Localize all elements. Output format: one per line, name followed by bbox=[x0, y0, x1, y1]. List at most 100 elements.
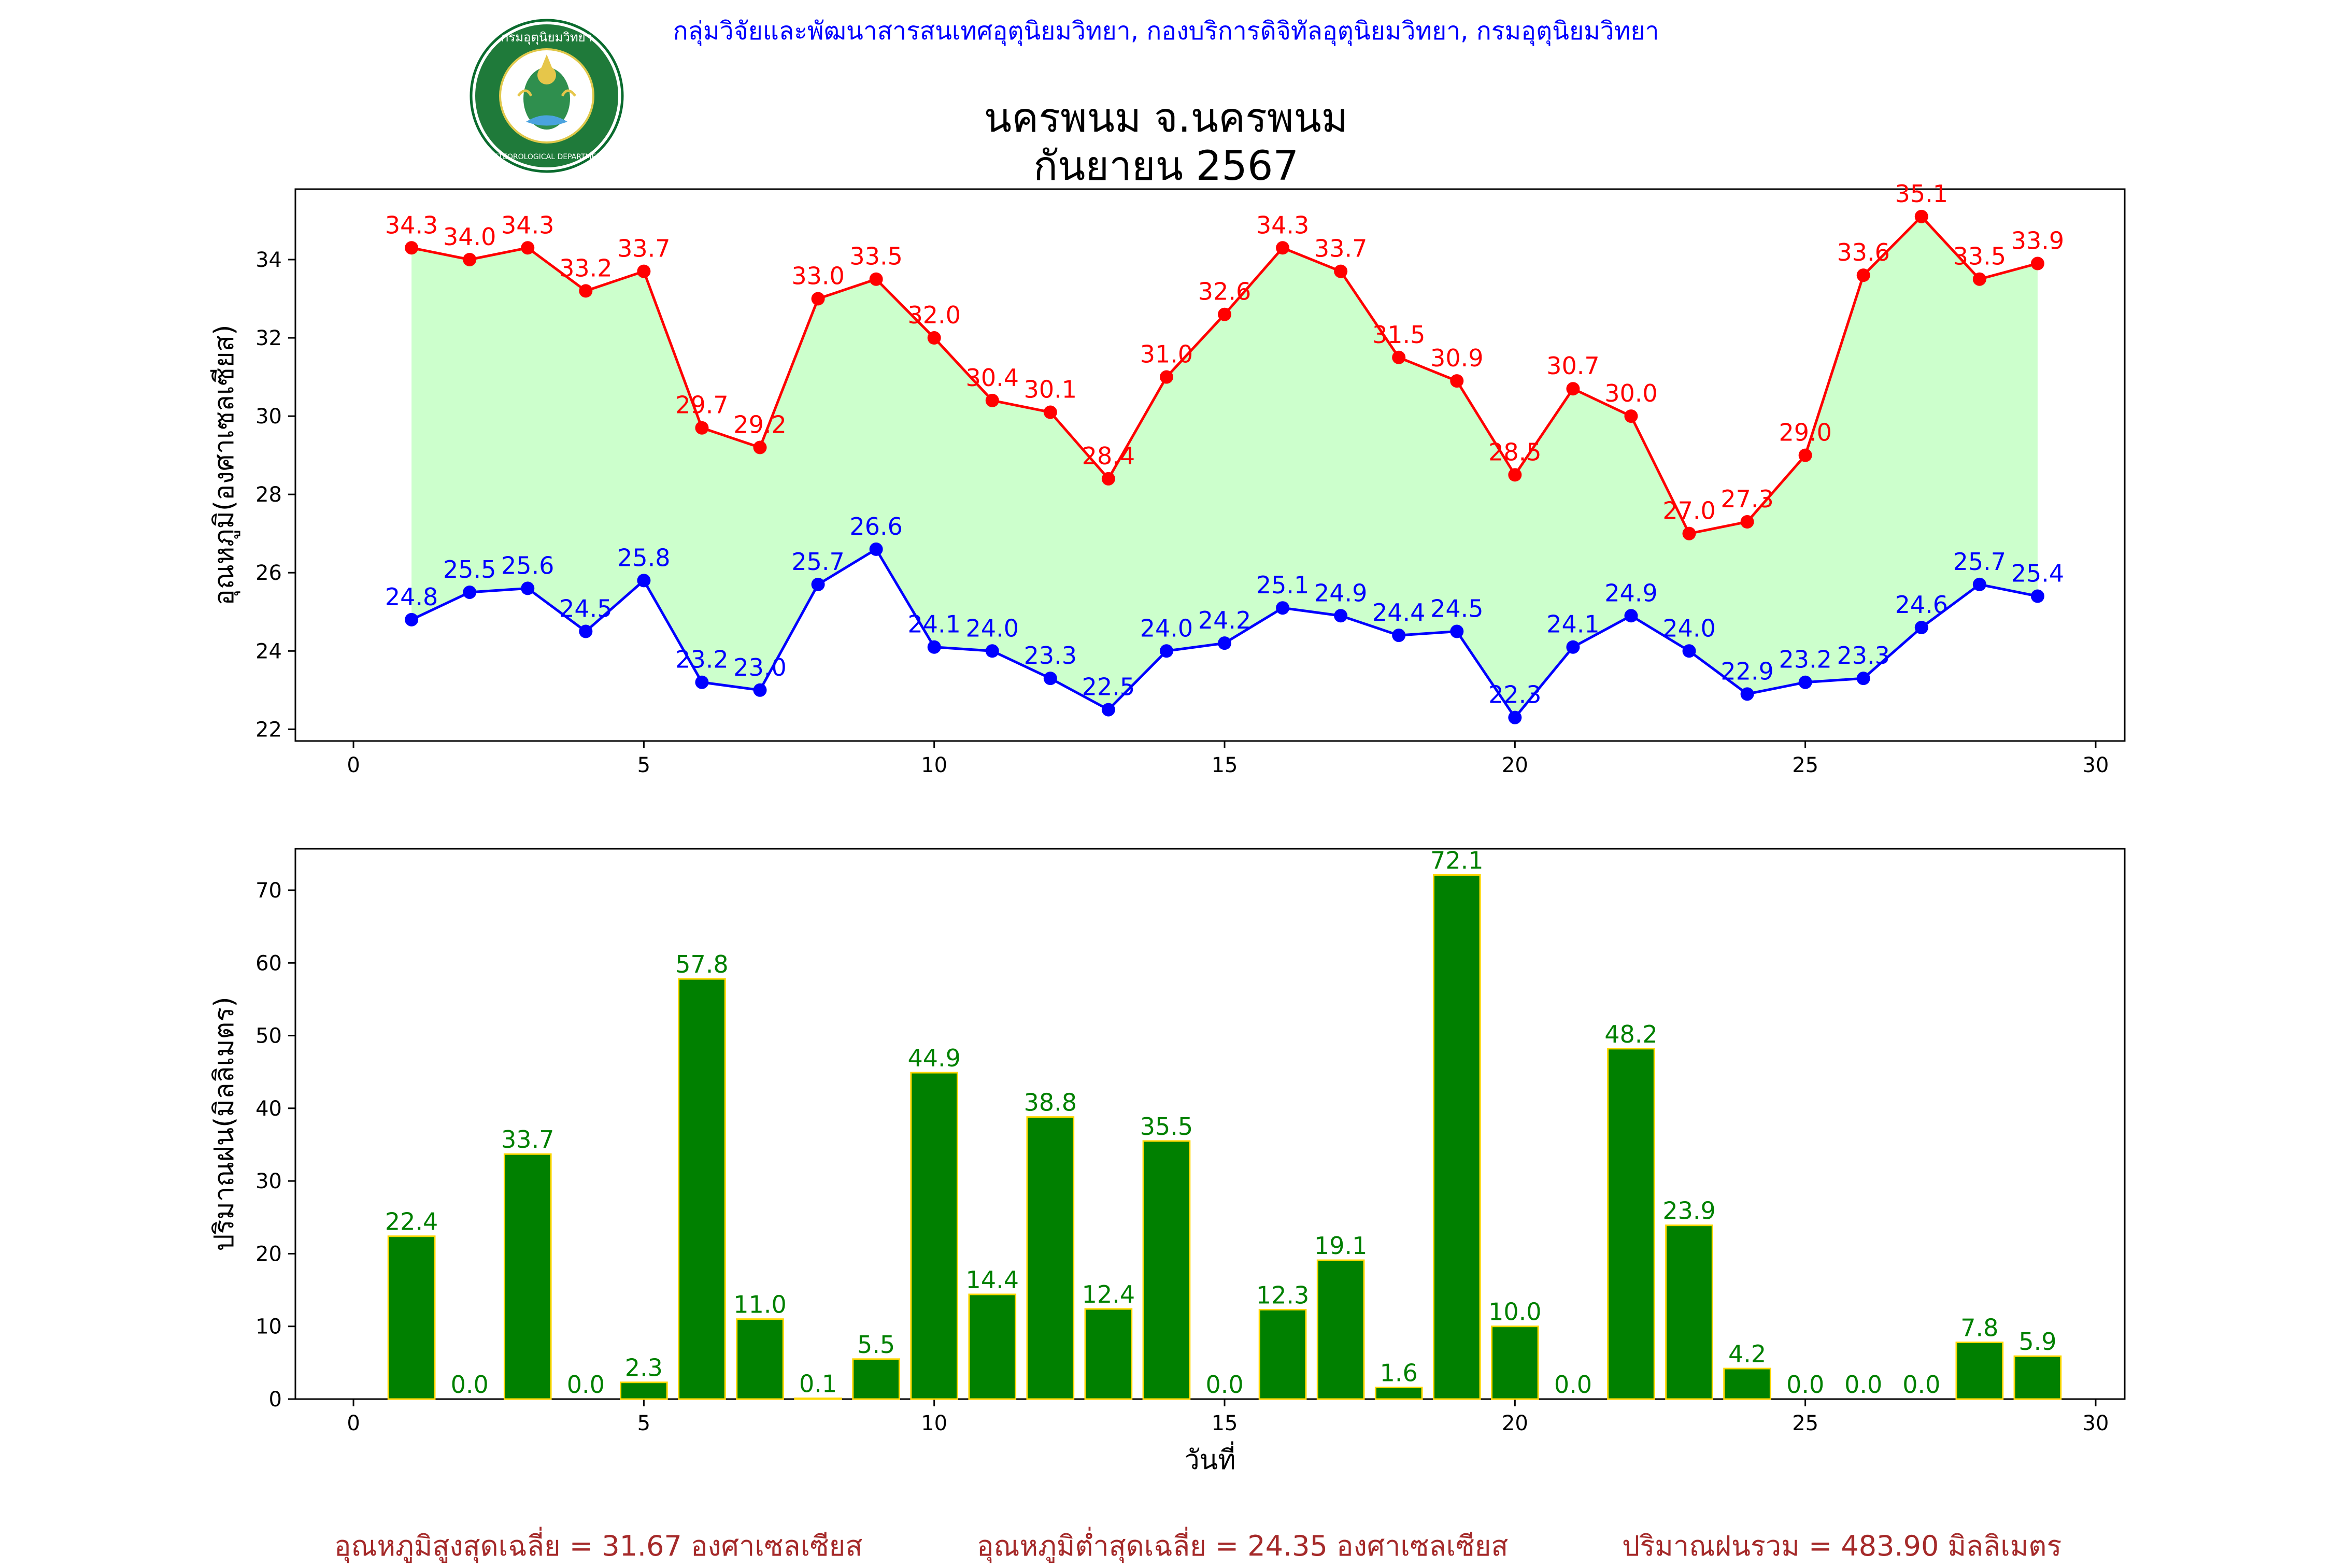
max-temp-point bbox=[1159, 370, 1173, 384]
rain-bar-label: 35.5 bbox=[1140, 1113, 1193, 1141]
min-temp-label: 24.1 bbox=[907, 610, 960, 638]
min-temp-label: 22.5 bbox=[1082, 673, 1135, 701]
rain-y-tick-label: 60 bbox=[255, 951, 282, 975]
rain-bar-label: 7.8 bbox=[1960, 1314, 1998, 1342]
min-temp-point bbox=[985, 644, 999, 658]
rain-bar-label: 4.2 bbox=[1728, 1340, 1766, 1368]
min-temp-label: 26.6 bbox=[849, 512, 902, 540]
rain-x-tick-label: 25 bbox=[1792, 1412, 1818, 1435]
min-temp-label: 23.0 bbox=[733, 653, 786, 681]
max-temp-point bbox=[1624, 409, 1638, 423]
min-temp-point bbox=[1508, 710, 1522, 724]
min-temp-label: 24.2 bbox=[1198, 606, 1251, 634]
rain-x-tick-label: 20 bbox=[1502, 1412, 1528, 1435]
min-temp-label: 23.2 bbox=[675, 646, 728, 674]
max-temp-point bbox=[1392, 350, 1406, 364]
rain-bar-label: 12.4 bbox=[1082, 1280, 1135, 1308]
max-temp-label: 30.0 bbox=[1604, 379, 1657, 407]
min-temp-point bbox=[1101, 703, 1115, 717]
min-temp-point bbox=[405, 612, 419, 626]
min-temp-point bbox=[521, 581, 535, 595]
max-temp-point bbox=[985, 393, 999, 407]
max-temp-point bbox=[1043, 405, 1057, 419]
temp-y-tick-label: 26 bbox=[255, 561, 282, 585]
rain-bar-label: 33.7 bbox=[501, 1125, 554, 1153]
min-temp-label: 24.0 bbox=[1662, 614, 1715, 642]
credit-line: กลุ่มวิจัยและพัฒนาสารสนเทศอุตุนิยมวิทยา,… bbox=[673, 17, 1659, 46]
min-temp-point bbox=[1914, 620, 1928, 634]
rain-x-tick-label: 10 bbox=[921, 1412, 947, 1435]
max-temp-point bbox=[1508, 468, 1522, 482]
min-temp-label: 24.0 bbox=[966, 614, 1019, 642]
min-temp-label: 24.8 bbox=[385, 583, 438, 611]
max-temp-label: 29.7 bbox=[675, 391, 728, 419]
rain-y-tick-label: 50 bbox=[255, 1024, 282, 1048]
min-temp-label: 23.2 bbox=[1779, 646, 1831, 674]
max-temp-point bbox=[1218, 307, 1232, 321]
max-temp-label: 28.4 bbox=[1082, 442, 1135, 470]
max-temp-point bbox=[1856, 268, 1870, 282]
max-temp-label: 33.0 bbox=[791, 262, 844, 290]
min-temp-point bbox=[1798, 675, 1812, 689]
max-temp-point bbox=[1450, 374, 1464, 388]
max-temp-label: 32.6 bbox=[1198, 278, 1251, 306]
rain-bar-label: 0.0 bbox=[1205, 1371, 1243, 1399]
rain-x-tick-label: 0 bbox=[347, 1412, 360, 1435]
avg-max-temperature: อุณหภูมิสูงสุดเฉลี่ย = 31.67 องศาเซลเซีย… bbox=[334, 1530, 863, 1562]
min-temp-label: 23.3 bbox=[1024, 642, 1077, 669]
rain-bar bbox=[1432, 874, 1481, 1400]
max-temp-point bbox=[521, 241, 535, 255]
temp-x-tick-label: 25 bbox=[1792, 753, 1818, 777]
rain-bar-label: 5.9 bbox=[2018, 1328, 2056, 1356]
temp-y-tick-label: 32 bbox=[255, 326, 282, 350]
max-temp-point bbox=[2030, 256, 2044, 270]
temp-y-tick-label: 34 bbox=[255, 248, 282, 272]
max-temp-point bbox=[1334, 264, 1348, 278]
max-temp-point bbox=[869, 272, 883, 286]
rain-bar bbox=[1084, 1308, 1133, 1400]
max-temp-label: 33.5 bbox=[1953, 243, 2006, 270]
max-temp-label: 33.5 bbox=[849, 243, 902, 270]
rain-plot-frame bbox=[294, 848, 2126, 1400]
max-temp-point bbox=[1682, 526, 1696, 540]
min-temp-label: 25.5 bbox=[443, 555, 496, 583]
max-temp-label: 33.7 bbox=[617, 235, 670, 263]
rain-y-axis-label: ปริมาณฝน(มิลลิเมตร) bbox=[209, 996, 240, 1251]
max-temp-point bbox=[695, 421, 709, 435]
rain-bar-label: 1.6 bbox=[1380, 1359, 1418, 1387]
min-temp-point bbox=[1450, 624, 1464, 638]
min-temp-point bbox=[1334, 609, 1348, 623]
max-temp-point bbox=[753, 440, 767, 454]
rain-bar-label: 48.2 bbox=[1604, 1020, 1657, 1048]
rain-bar bbox=[910, 1072, 959, 1400]
temp-y-tick-label: 22 bbox=[255, 718, 282, 742]
max-temp-label: 27.3 bbox=[1720, 485, 1773, 513]
min-temp-label: 24.9 bbox=[1604, 579, 1657, 607]
max-temp-label: 28.5 bbox=[1488, 438, 1541, 466]
rain-bar bbox=[1026, 1116, 1075, 1400]
temp-y-tick-label: 24 bbox=[255, 639, 282, 663]
rain-y-tick-label: 30 bbox=[255, 1170, 282, 1193]
min-temp-point bbox=[1043, 672, 1057, 686]
temp-x-tick-label: 20 bbox=[1502, 753, 1528, 777]
rain-bar bbox=[1723, 1367, 1771, 1400]
min-temp-point bbox=[1972, 577, 1986, 591]
min-temp-point bbox=[869, 542, 883, 556]
min-temp-label: 24.4 bbox=[1372, 598, 1425, 626]
max-temp-label: 30.7 bbox=[1546, 352, 1599, 380]
max-temp-label: 33.7 bbox=[1314, 235, 1367, 263]
rain-bar bbox=[1607, 1048, 1655, 1400]
rain-y-tick-label: 10 bbox=[255, 1315, 282, 1339]
min-temp-label: 25.4 bbox=[2011, 560, 2064, 588]
max-temp-point bbox=[811, 292, 825, 306]
temp-y-axis-label: อุณหภูมิ(องศาเซลเซียส) bbox=[209, 325, 240, 606]
rain-bar-label: 38.8 bbox=[1024, 1089, 1077, 1117]
min-temp-point bbox=[2030, 589, 2044, 603]
min-temp-label: 24.1 bbox=[1546, 610, 1599, 638]
max-temp-label: 34.0 bbox=[443, 223, 496, 251]
min-temp-point bbox=[1566, 640, 1580, 654]
rain-x-tick-label: 15 bbox=[1212, 1412, 1238, 1435]
min-temp-label: 25.6 bbox=[501, 551, 554, 579]
temp-x-tick-label: 30 bbox=[2083, 753, 2109, 777]
